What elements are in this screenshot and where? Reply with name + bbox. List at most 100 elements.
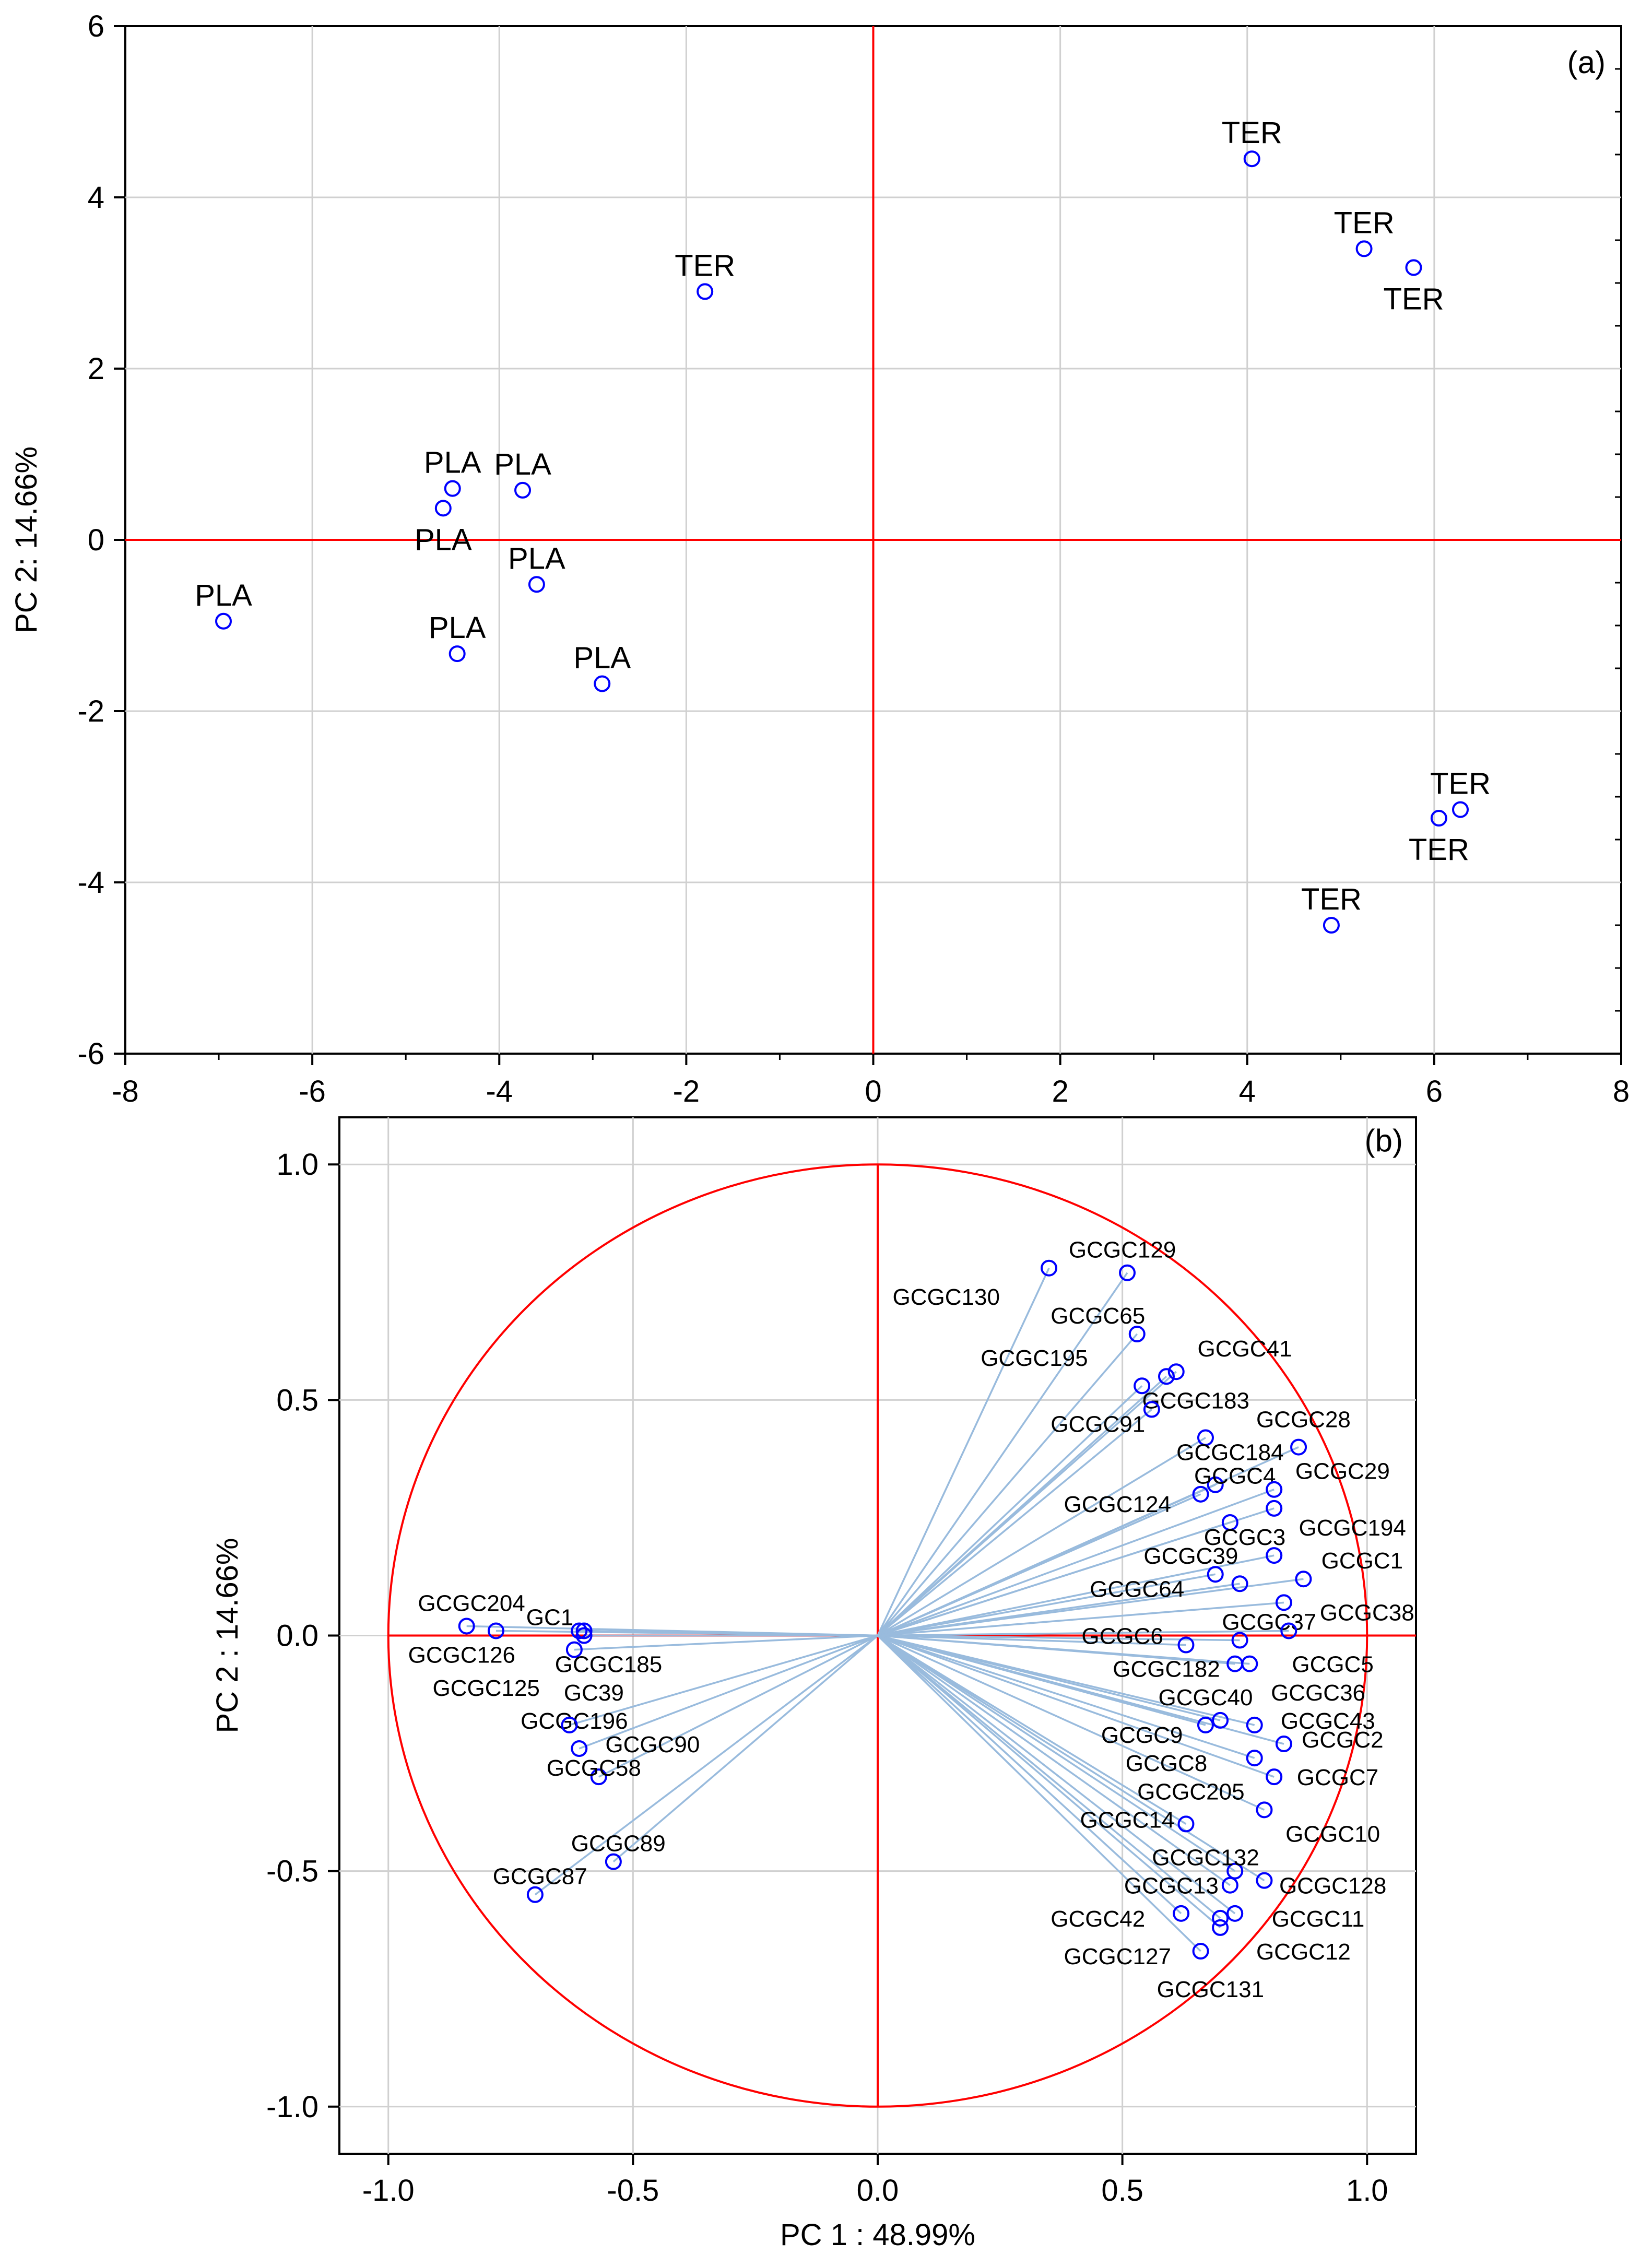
loading-vector [877,1385,1143,1636]
loading-vector [877,1573,1216,1637]
loading-vector [579,1634,878,1750]
loading-point [1128,1326,1146,1343]
loading-vector [877,1267,1050,1636]
loading-vector [534,1635,879,1896]
y-tick-label: 6 [88,9,104,43]
loading-vector [877,1578,1304,1637]
panel-a-points: TER TER TER TER TER TER TER PLA PLA PLA PLA PLA PLA P… [195,116,1491,934]
loading-label: GCGC64 [1090,1576,1184,1602]
x-tick-label: 2 [1052,1075,1068,1108]
loading-vector [877,1635,1231,1886]
loading-vector [877,1635,1221,1919]
x-tick-label: 0 [865,1075,881,1108]
loading-point [1197,1429,1214,1446]
loading-point [605,1853,622,1870]
loading-point [1212,1909,1229,1927]
loading-label: GCGC194 [1299,1515,1406,1541]
x-tick-label: -6 [299,1075,326,1108]
loading-point [1041,1259,1058,1277]
score-label-ter: TER [675,249,735,282]
loading-vector [569,1634,878,1726]
loading-point [1266,1768,1283,1786]
loading-vector [877,1635,1201,1952]
loading-point [1212,1712,1229,1729]
loading-vector [877,1635,1236,1915]
loading-label: GCGC90 [605,1732,700,1757]
x-tick-label: 8 [1613,1075,1630,1108]
loading-point [1207,1566,1224,1583]
loading-point [1275,1736,1292,1753]
score-label-ter: TER [1301,882,1362,916]
loading-vector [877,1635,1236,1872]
loading-point [526,1886,544,1903]
score-point-ter [1355,240,1373,257]
score-point-pla [514,481,532,499]
loading-label: GCGC42 [1051,1906,1145,1932]
loading-label: GCGC7 [1297,1765,1378,1790]
loading-vector [877,1635,1187,1825]
loading-label: GCGC5 [1292,1652,1373,1678]
loading-label: GCGC87 [493,1864,587,1890]
score-label-pla: PLA [573,641,631,675]
loading-vector [877,1634,1221,1721]
x-tick-label: -0.5 [607,2174,659,2208]
loading-point [1280,1622,1297,1639]
panel-b-annotation: (b) [1365,1123,1403,1158]
loading-point [1226,1655,1244,1672]
loading-point [1158,1368,1175,1385]
loading-label: GCGC124 [1064,1492,1171,1517]
loading-label: GCGC204 [418,1590,525,1616]
loading-point [575,1627,593,1644]
score-point-ter [697,283,714,300]
loading-point [1192,1485,1209,1503]
score-point-ter [1405,259,1422,276]
loading-vector [877,1272,1128,1636]
loading-label: GCGC130 [893,1284,1000,1310]
loading-label: GCGC37 [1222,1609,1316,1635]
panel-a-annotation: (a) [1567,45,1606,80]
y-tick-label: 4 [88,181,104,215]
loading-point [1266,1481,1283,1498]
loading-point [458,1618,475,1635]
score-label-pla: PLA [494,447,551,481]
loading-point [1221,1514,1238,1531]
loading-point [1143,1401,1160,1418]
score-label-pla: PLA [195,579,252,612]
loading-label: GCGC195 [981,1346,1088,1371]
loading-point [575,1622,593,1639]
loading-vector [877,1634,1240,1642]
loading-point [1295,1571,1312,1588]
score-label-ter: TER [1430,767,1491,801]
loading-point [1197,1716,1214,1733]
loading-vector [877,1635,1265,1882]
loading-point [1221,1876,1238,1894]
loading-label: GCGC3 [1204,1525,1285,1550]
loading-vector [877,1333,1138,1636]
x-tick-label: -1.0 [362,2174,415,2208]
x-tick-label: 6 [1426,1075,1443,1108]
loading-point [1231,1632,1248,1649]
score-point-pla [215,612,232,630]
loading-vector [877,1489,1275,1637]
loading-point [1246,1716,1263,1733]
loading-label: GCGC8 [1126,1751,1207,1776]
loading-point [1192,1943,1209,1960]
panel-b-loading-vectors [466,1267,1304,1952]
loading-point [1266,1547,1283,1564]
loading-label: GCGC40 [1158,1685,1253,1710]
loading-label: GCGC185 [555,1652,662,1678]
loading-vector [612,1635,879,1862]
loading-point [1226,1862,1244,1880]
x-tick-label: 1.0 [1346,2174,1388,2208]
loading-label: GCGC126 [408,1643,515,1668]
loading-label: GCGC58 [547,1755,641,1781]
panel-a-reference-lines [125,26,1621,1054]
y-tick-label: -2 [77,694,104,728]
loading-point [1212,1919,1229,1936]
loading-vector [598,1634,878,1778]
loading-point [1167,1363,1185,1380]
loading-point [1177,1815,1195,1833]
